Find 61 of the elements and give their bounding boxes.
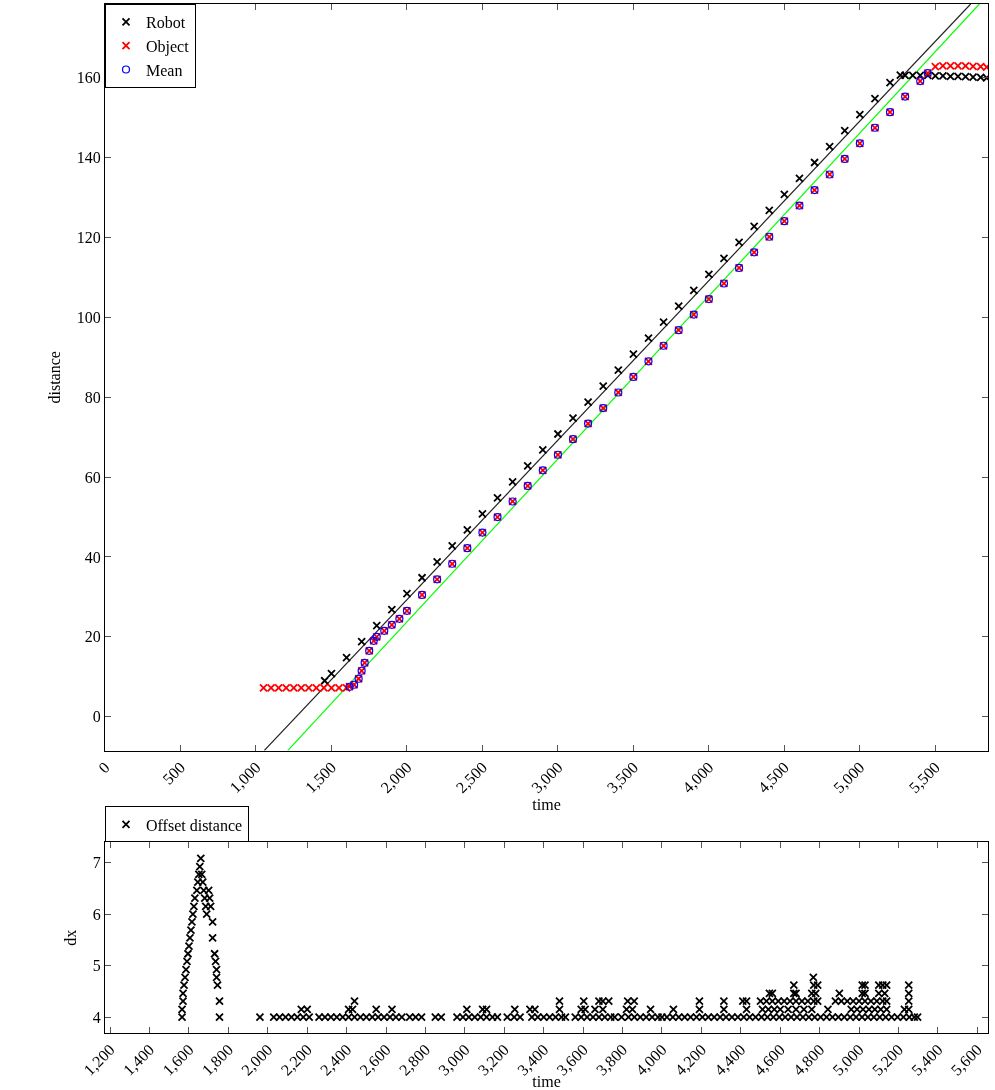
- point: [870, 94, 880, 104]
- y-axis-title: distance: [45, 351, 63, 404]
- x-axis-title: time: [532, 1073, 561, 1090]
- point: [810, 158, 819, 167]
- y-tick-label: 5: [92, 957, 101, 975]
- point: [432, 557, 442, 567]
- point: [493, 493, 502, 503]
- y-tick-label: 120: [76, 229, 101, 247]
- point: [357, 637, 367, 647]
- point: [644, 333, 653, 343]
- y-tick-label: 7: [92, 854, 101, 872]
- point: [553, 429, 563, 439]
- point: [749, 221, 759, 231]
- y-tick-label: 160: [76, 69, 101, 87]
- legend-label: Object: [146, 37, 190, 56]
- y-tick-label: 6: [92, 905, 101, 923]
- point: [795, 174, 804, 183]
- point: [885, 78, 895, 88]
- point: [674, 301, 684, 311]
- point: [840, 126, 850, 135]
- y-tick-label: 0: [92, 708, 101, 726]
- y-tick-label: 4: [92, 1008, 101, 1026]
- point: [342, 653, 351, 662]
- point: [538, 445, 548, 455]
- y-tick-label: 40: [84, 548, 101, 566]
- x-tick-label: 500: [159, 758, 189, 788]
- point: [508, 477, 518, 487]
- legend-label: Offset distance: [146, 816, 243, 834]
- point: [704, 269, 714, 279]
- point: [598, 381, 608, 391]
- point: [523, 461, 533, 471]
- point: [320, 676, 330, 686]
- point: [779, 190, 789, 199]
- point: [462, 525, 472, 535]
- point: [855, 110, 865, 119]
- point: [734, 237, 744, 247]
- point: [659, 317, 668, 327]
- point: [583, 397, 593, 407]
- point: [372, 621, 382, 631]
- point: [402, 589, 412, 599]
- point: [568, 413, 578, 423]
- point: [719, 253, 729, 263]
- point: [478, 509, 487, 519]
- y-axis-title: dx: [61, 929, 79, 946]
- y-tick-label: 80: [84, 388, 101, 406]
- point: [613, 365, 623, 375]
- point: [387, 605, 397, 615]
- point: [628, 349, 638, 359]
- x-axis-title: time: [532, 796, 561, 814]
- y-tick-label: 60: [84, 468, 101, 486]
- y-tick-label: 140: [76, 149, 101, 167]
- y-tick-label: 20: [84, 628, 101, 646]
- point: [825, 142, 835, 151]
- point: [764, 206, 774, 215]
- point: [327, 669, 336, 678]
- y-tick-label: 100: [76, 309, 101, 327]
- legend-label: Mean: [146, 61, 183, 79]
- point: [417, 573, 427, 583]
- legend-label: Robot: [146, 14, 186, 32]
- point: [447, 541, 457, 551]
- point: [689, 285, 699, 295]
